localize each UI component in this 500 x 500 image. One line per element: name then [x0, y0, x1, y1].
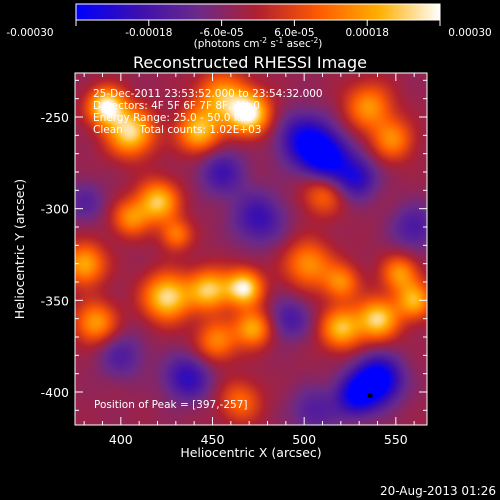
x-tick-label: 500 — [292, 432, 316, 447]
y-tick-label: -300 — [41, 202, 69, 217]
colorbar-tick-label: 0.00030 — [448, 27, 491, 39]
peak-marker — [367, 393, 373, 399]
colorbar-ticks: -0.00030 -0.00018 -6.0e-05 6.0e-05 0.00018 0.… — [6, 20, 492, 39]
x-axis: 400 450 500 550 — [83, 73, 415, 447]
x-axis-label: Heliocentric X (arcsec) — [180, 445, 321, 460]
info-line-time: 25-Dec-2011 23:53:52.000 to 23:54:32.000 — [93, 88, 323, 100]
colorbar-tick-label: -0.00018 — [125, 27, 172, 39]
y-axis: -250 -300 -350 -400 — [41, 79, 427, 411]
colorbar-tick-label: -6.0e-05 — [200, 27, 244, 39]
footer-date: 20-Aug-2013 01:26 — [379, 484, 496, 498]
colorbar-tick-label: 0.00018 — [345, 27, 388, 39]
info-annotation: 25-Dec-2011 23:53:52.000 to 23:54:32.000… — [93, 88, 323, 136]
colorbar-unit-label: (photons cm-2 s-1 asec-2) — [194, 36, 323, 50]
info-line-detectors: Detectors: 4F 5F 6F 7F 8F, Att 0 — [93, 100, 260, 112]
y-axis-label: Heliocentric Y (arcsec) — [12, 179, 27, 319]
plot-frame — [74, 72, 428, 426]
colorbar-tick-label: -0.00030 — [6, 27, 53, 39]
chart-title: Reconstructed RHESSI Image — [133, 53, 367, 72]
colorbar-gradient — [75, 3, 441, 21]
heatmap-image — [75, 73, 427, 425]
peak-dot — [367, 393, 373, 399]
peak-position-label: Position of Peak = [397,-257] — [94, 399, 248, 411]
y-tick-label: -350 — [41, 293, 69, 308]
x-tick-label: 550 — [384, 432, 408, 447]
colorbar-tick-label: 6.0e-05 — [274, 27, 314, 39]
y-tick-label: -400 — [41, 385, 69, 400]
info-line-energy: Energy Range: 25.0 - 50.0 keV — [93, 112, 254, 124]
y-tick-label: -250 — [41, 110, 69, 125]
info-line-counts: Clean Total counts: 1.02E+03 — [93, 124, 262, 136]
x-tick-label: 400 — [109, 432, 133, 447]
x-tick-label: 450 — [201, 432, 225, 447]
colorbar: -0.00030 -0.00018 -6.0e-05 6.0e-05 0.00018 0.… — [6, 3, 492, 50]
